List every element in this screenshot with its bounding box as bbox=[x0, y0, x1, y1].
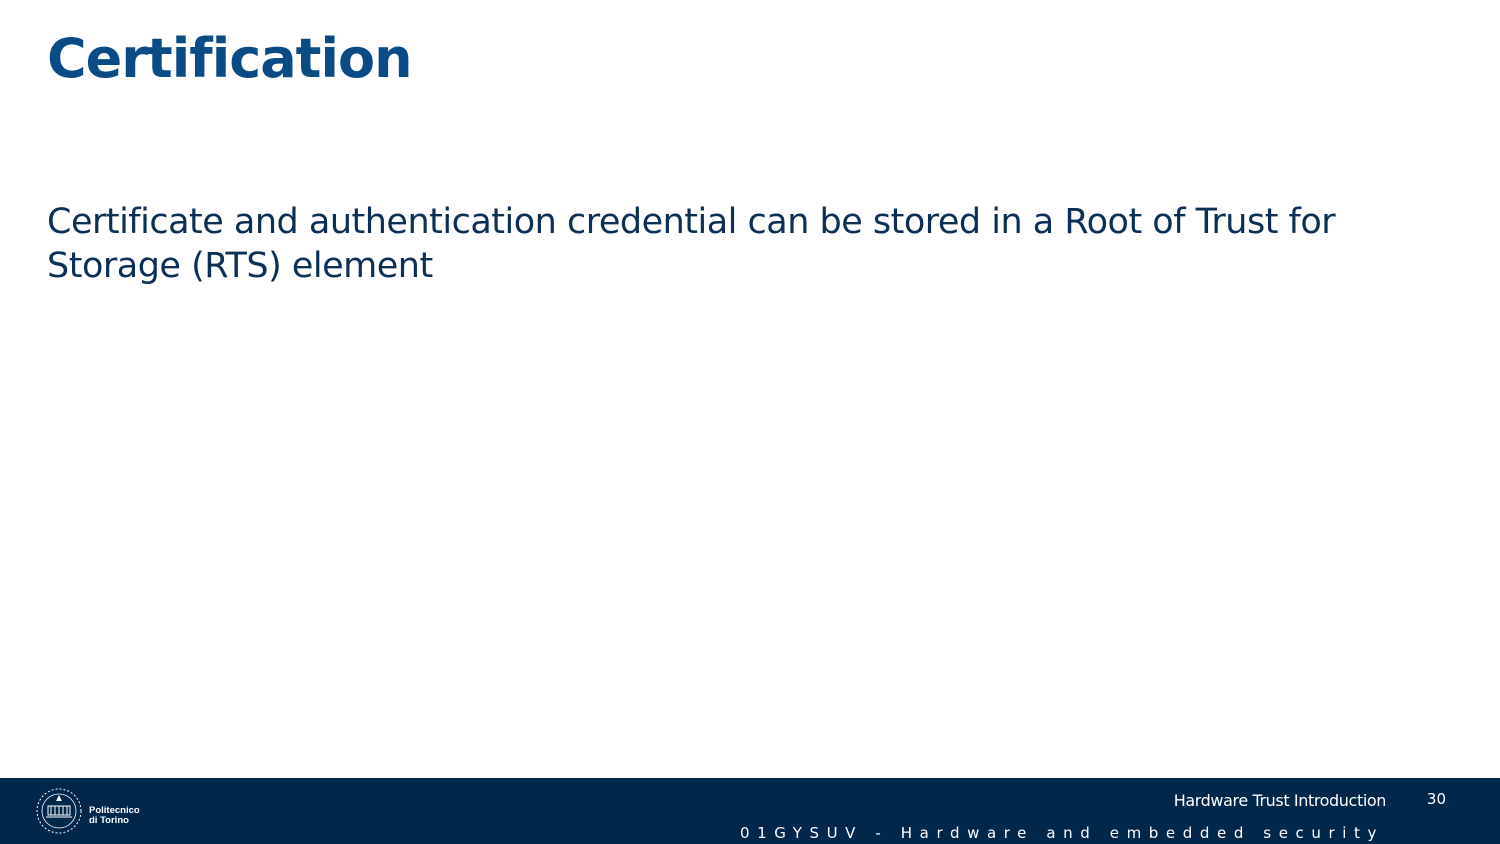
university-seal-icon bbox=[36, 788, 82, 834]
logo-line-2: di Torino bbox=[89, 815, 129, 826]
footer-section-title: Hardware Trust Introduction bbox=[1173, 791, 1387, 810]
politecnico-logo: Politecnico di Torino bbox=[34, 786, 154, 836]
logo-wordmark: Politecnico di Torino bbox=[89, 806, 140, 826]
slide-title: Certification bbox=[47, 27, 413, 90]
logo-line-1: Politecnico bbox=[89, 805, 140, 816]
slide-body-text: Certificate and authentication credentia… bbox=[47, 202, 1336, 286]
footer-bar: Politecnico di Torino Hardware Trust Int… bbox=[0, 778, 1500, 844]
course-name: 01GYSUV - Hardware and embedded security bbox=[739, 824, 1384, 842]
page-number: 30 bbox=[1426, 790, 1446, 808]
